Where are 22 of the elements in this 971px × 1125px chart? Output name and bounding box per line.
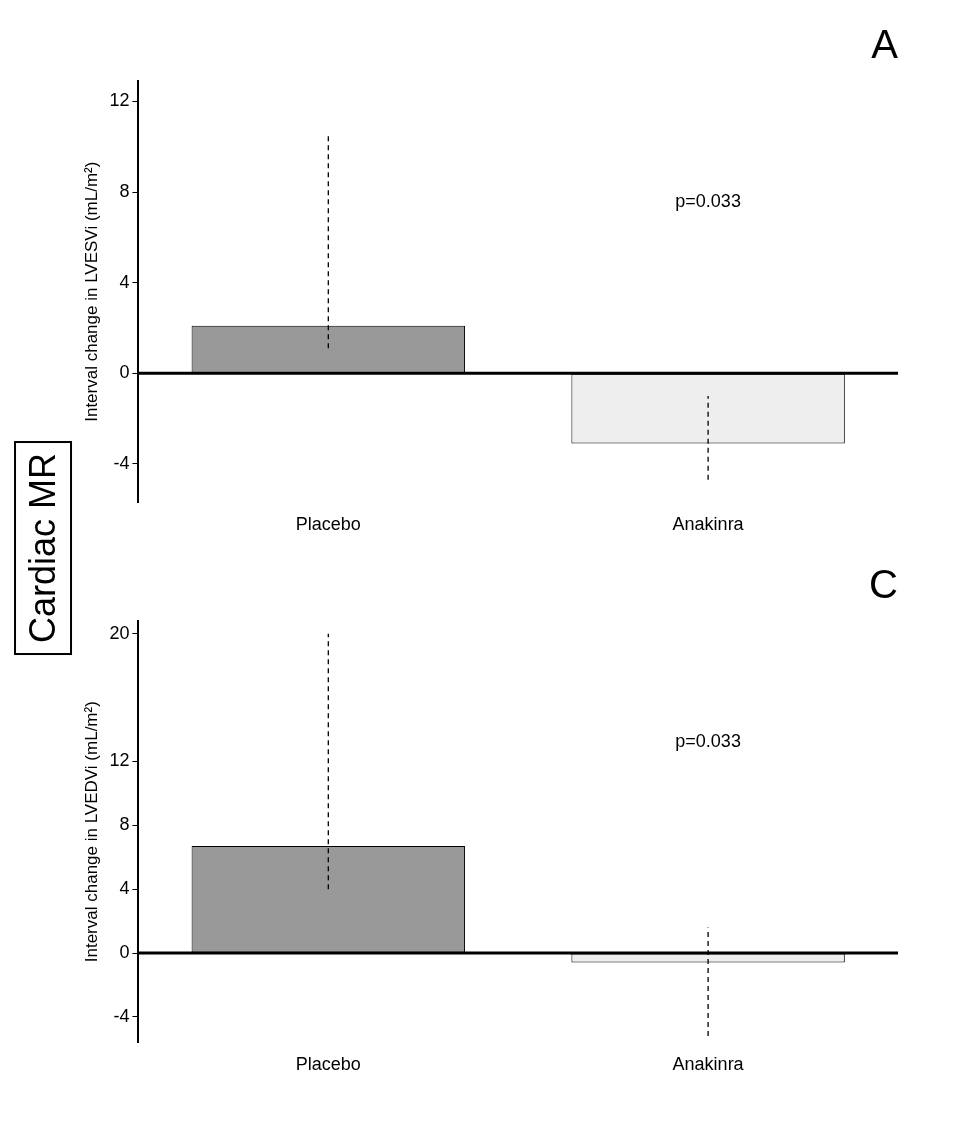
y-tick-label: 0: [119, 941, 130, 962]
annotation: p=0.033: [675, 731, 741, 752]
x-tick-label: Placebo: [295, 514, 361, 535]
y-tick-label: 4: [119, 271, 130, 292]
y-tick-label: 12: [109, 750, 130, 771]
y-tick-label: 0: [119, 362, 130, 383]
y-tick-label: 12: [109, 90, 130, 111]
y-tick-label: 20: [109, 622, 130, 643]
x-tick-label: Anakinra: [672, 1054, 745, 1075]
x-tick-label: Placebo: [295, 1054, 361, 1075]
chart-title: C: [869, 562, 898, 607]
y-tick-label: 8: [119, 180, 130, 201]
x-tick-label: Anakinra: [672, 514, 745, 535]
text: Cardiac MR: [14, 440, 73, 656]
chart-title: A: [871, 22, 899, 67]
y-tick-label: -4: [113, 1005, 130, 1026]
y-tick-label: 8: [119, 814, 130, 835]
y-tick-label: 4: [119, 878, 130, 899]
y-axis-title: Interval change in LVEDVi (mL/m²): [81, 701, 101, 963]
y-tick-label: -4: [113, 452, 130, 473]
annotation: p=0.033: [675, 191, 741, 212]
y-axis-title: Interval change in LVESVi (mL/m²): [81, 161, 101, 422]
